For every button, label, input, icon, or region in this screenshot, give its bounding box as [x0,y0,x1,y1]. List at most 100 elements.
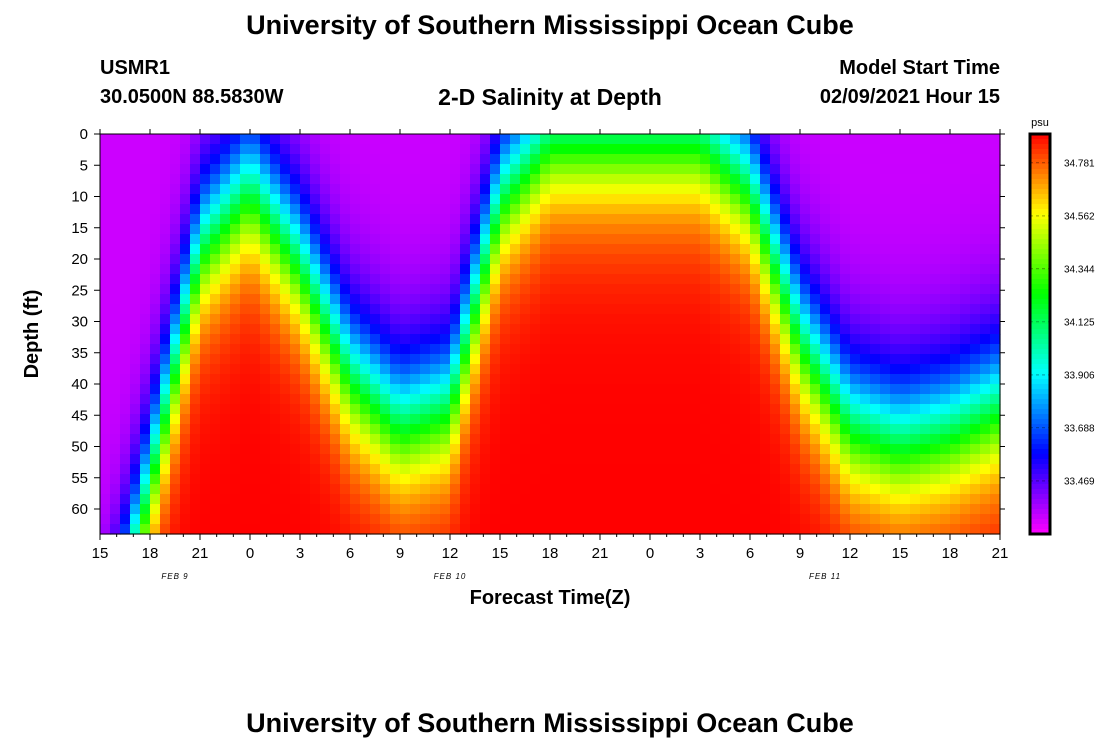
heatmap-cell [870,314,881,325]
heatmap-cell [600,514,611,525]
heatmap-cell [540,184,551,195]
heatmap-cell [450,164,461,175]
heatmap-cell [930,214,941,225]
heatmap-cell [200,364,211,375]
heatmap-cell [170,204,181,215]
heatmap-cell [640,244,651,255]
heatmap-cell [910,454,921,465]
heatmap-cell [460,154,471,165]
heatmap-cell [580,324,591,335]
heatmap-cell [820,314,831,325]
heatmap-cell [700,254,711,265]
heatmap-cell [780,264,791,275]
heatmap-cell [810,194,821,205]
heatmap-cell [350,494,361,505]
heatmap-cell [630,134,641,145]
heatmap-cell [540,384,551,395]
heatmap-cell [110,474,121,485]
heatmap-cell [820,174,831,185]
heatmap-cell [790,154,801,165]
heatmap-cell [970,424,981,435]
heatmap-cell [180,214,191,225]
heatmap-cell [800,474,811,485]
heatmap-cell [750,484,761,495]
heatmap-cell [670,324,681,335]
heatmap-cell [290,224,301,235]
heatmap-cell [350,324,361,335]
heatmap-cell [230,154,241,165]
heatmap-cell [690,134,701,145]
heatmap-cell [830,494,841,505]
heatmap-cell [610,384,621,395]
heatmap-cell [120,494,131,505]
heatmap-cell [980,174,991,185]
heatmap-cell [880,364,891,375]
heatmap-cell [660,184,671,195]
heatmap-cell [600,244,611,255]
heatmap-cell [180,484,191,495]
heatmap-cell [400,164,411,175]
heatmap-cell [360,144,371,155]
heatmap-cell [950,154,961,165]
heatmap-cell [190,424,201,435]
heatmap-cell [760,144,771,155]
heatmap-cell [770,204,781,215]
heatmap-cell [640,284,651,295]
heatmap-cell [950,434,961,445]
heatmap-cell [270,204,281,215]
heatmap-cell [780,404,791,415]
heatmap-cell [860,244,871,255]
heatmap-cell [520,164,531,175]
heatmap-cell [570,474,581,485]
heatmap-cell [990,354,1001,365]
heatmap-cell [200,384,211,395]
heatmap-cell [960,344,971,355]
heatmap-cell [740,424,751,435]
heatmap-cell [800,484,811,495]
heatmap-cell [890,474,901,485]
heatmap-cell [270,264,281,275]
heatmap-cell [760,164,771,175]
heatmap-cell [670,164,681,175]
heatmap-cell [490,504,501,515]
heatmap-cell [140,294,151,305]
heatmap-cell [950,314,961,325]
heatmap-cell [310,244,321,255]
heatmap-cell [200,214,211,225]
heatmap-cell [940,204,951,215]
heatmap-cell [900,494,911,505]
heatmap-cell [430,344,441,355]
heatmap-cell [770,374,781,385]
heatmap-cell [330,344,341,355]
heatmap-cell [890,254,901,265]
heatmap-cell [100,354,111,365]
heatmap-cell [800,494,811,505]
heatmap-cell [320,494,331,505]
heatmap-cell [260,374,271,385]
colorbar-segment [1030,404,1050,410]
heatmap-cell [220,504,231,515]
heatmap-cell [450,314,461,325]
heatmap-cell [550,394,561,405]
heatmap-cell [710,134,721,145]
heatmap-cell [320,314,331,325]
heatmap-cell [660,494,671,505]
x-tick-label: 15 [92,545,109,562]
heatmap-cell [390,254,401,265]
heatmap-cell [550,384,561,395]
heatmap-cell [950,364,961,375]
heatmap-cell [510,394,521,405]
heatmap-cell [290,214,301,225]
heatmap-cell [620,334,631,345]
heatmap-cell [330,354,341,365]
heatmap-cell [880,214,891,225]
heatmap-cell [370,284,381,295]
heatmap-cell [480,314,491,325]
heatmap-cell [520,314,531,325]
heatmap-cell [720,424,731,435]
heatmap-cell [480,484,491,495]
heatmap-cell [720,144,731,155]
heatmap-cell [390,464,401,475]
heatmap-cell [300,474,311,485]
heatmap-cell [420,284,431,295]
